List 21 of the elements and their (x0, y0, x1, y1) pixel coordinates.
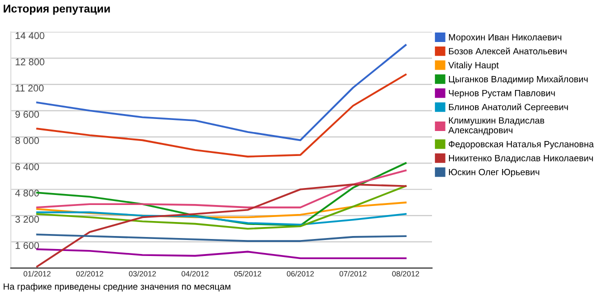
legend-label: Блинов Анатолий Сергеевич (448, 103, 568, 112)
y-tick-label: 6 400 (15, 163, 39, 170)
legend-label: Цыганков Владимир Михайлович (448, 76, 588, 84)
legend-label: Климушкин Владислав Александрович (448, 117, 544, 136)
y-tick-label: 1 600 (16, 242, 39, 249)
legend-label: Никитенко Владислав Николаевич (448, 155, 593, 164)
y-tick-label: 11 200 (16, 84, 44, 92)
y-tick-label: 9 600 (15, 110, 39, 118)
legend-label: Юскин Олег Юрьевич (448, 168, 540, 178)
legend-label: Vitaliy Haupt (448, 62, 499, 70)
legend-label: Морохин Иван Николаевич (448, 34, 562, 42)
y-tick-label: 8 000 (15, 137, 39, 144)
legend-label: Федоровская Наталья Руслановна (448, 140, 594, 150)
y-tick-label: 14 400 (16, 32, 44, 40)
legend-label: Чернов Рустам Павлович (448, 90, 555, 98)
text: На графике приведены средние значения по месяцам (4, 283, 230, 292)
legend-label: Бозов Алексей Анатольевич (448, 48, 566, 54)
y-tick-label: 4 800 (15, 190, 39, 197)
y-tick-label: 3 200 (15, 216, 39, 223)
y-tick-label: 12 800 (16, 58, 44, 66)
chart-title: История репутации (4, 4, 110, 15)
